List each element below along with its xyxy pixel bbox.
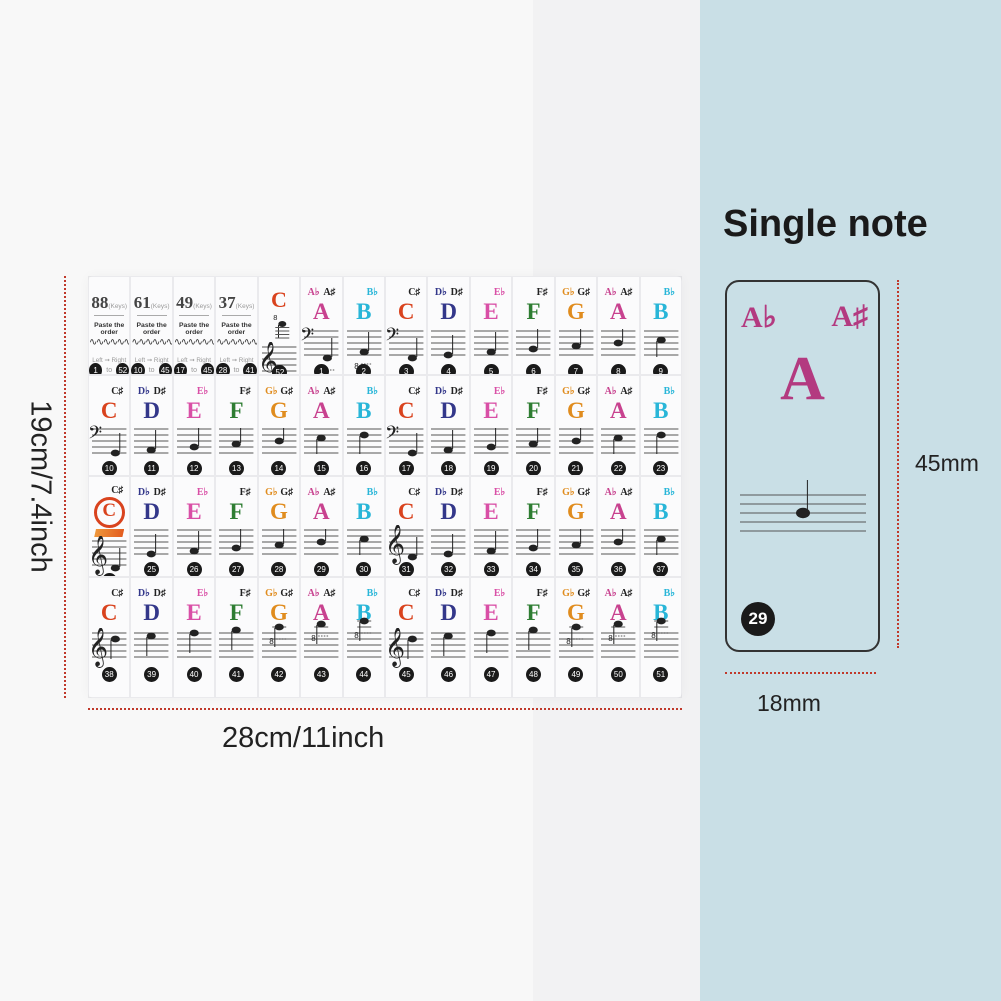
svg-text:8: 8 [566,637,571,646]
svg-text:𝄢: 𝄢 [385,422,399,447]
svg-text:𝄢: 𝄢 [385,324,399,349]
svg-text:8: 8 [651,631,656,640]
svg-text:𝄢: 𝄢 [88,422,102,447]
svg-text:𝄞: 𝄞 [385,628,405,668]
svg-text:8: 8 [354,631,359,640]
svg-text:𝄞: 𝄞 [88,628,108,668]
svg-text:8: 8 [608,634,613,643]
svg-text:8: 8 [269,637,274,646]
svg-text:8: 8 [273,313,277,322]
svg-text:𝄢: 𝄢 [300,324,314,349]
svg-text:8: 8 [311,634,316,643]
